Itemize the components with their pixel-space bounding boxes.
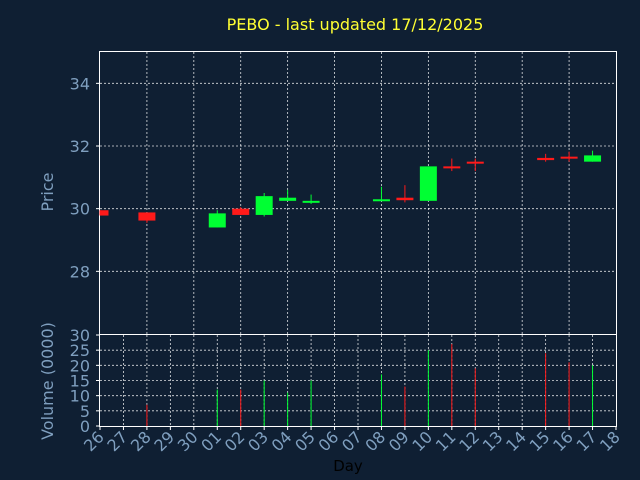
- price-tick-label: 32: [70, 137, 90, 156]
- candle-body: [443, 166, 461, 169]
- candle-body: [560, 156, 578, 159]
- candle-body: [466, 161, 484, 164]
- candle-body: [419, 166, 437, 201]
- price-tick-label: 30: [70, 200, 90, 219]
- x-axis-ticks: 2627282930010203040506070809101112131415…: [80, 426, 624, 455]
- price-tick-label: 28: [70, 262, 90, 281]
- volume-tick-label: 15: [70, 372, 90, 391]
- volume-tick-label: 25: [70, 341, 90, 360]
- volume-tick-label: 30: [70, 326, 90, 345]
- candle-body: [584, 155, 602, 162]
- candle-body: [138, 212, 156, 221]
- candle-body: [537, 157, 555, 161]
- volume-tick-label: 20: [70, 356, 90, 375]
- volume-tick-label: 5: [80, 402, 90, 421]
- price-y-ticks: 28 30 32 34: [70, 74, 100, 281]
- candle-body: [279, 197, 297, 201]
- candle-body: [396, 197, 414, 201]
- candle-body: [232, 208, 250, 215]
- volume-bars: [146, 344, 594, 426]
- volume-axis-label: Volume (0000): [38, 322, 57, 440]
- x-tick-label: 18: [596, 427, 624, 455]
- x-axis-label: Day: [333, 457, 363, 475]
- candlesticks: [99, 150, 602, 228]
- candle-body: [208, 213, 226, 228]
- chart-title: PEBO - last updated 17/12/2025: [227, 15, 484, 34]
- price-tick-label: 34: [70, 74, 90, 93]
- candle-body: [100, 210, 109, 216]
- volume-tick-label: 0: [80, 417, 90, 436]
- price-axis-label: Price: [38, 172, 57, 211]
- candle-body: [372, 199, 390, 202]
- volume-tick-label: 10: [70, 387, 90, 406]
- candle-body: [302, 200, 320, 203]
- candle-body: [255, 196, 273, 215]
- price-panel-frame: [99, 51, 617, 335]
- grid-lines: [100, 52, 616, 426]
